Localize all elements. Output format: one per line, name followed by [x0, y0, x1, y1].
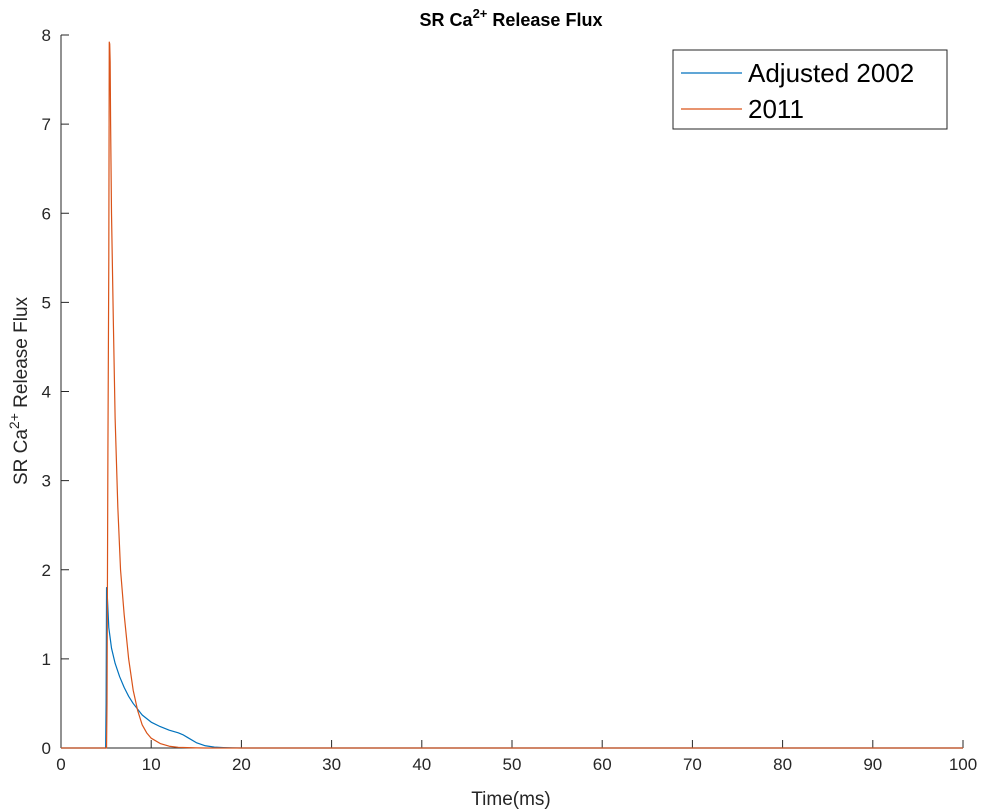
y-tick-label: 2 [42, 561, 51, 580]
x-tick-labels: 0 10 20 30 40 50 60 70 80 90 100 [56, 755, 977, 774]
chart-title-prefix: SR Ca [420, 10, 474, 30]
x-tick-label: 100 [949, 755, 977, 774]
x-tick-label: 40 [412, 755, 431, 774]
x-tick-label: 80 [773, 755, 792, 774]
legend-box [672, 49, 948, 130]
x-axis-label: Time(ms) [471, 789, 551, 810]
y-tick-labels: 0 1 2 3 4 5 6 7 8 [42, 26, 51, 758]
y-tick-label: 4 [42, 383, 51, 402]
y-tick-label: 5 [42, 293, 51, 312]
series-line-2011 [61, 41, 963, 749]
x-tick-label: 60 [593, 755, 612, 774]
x-tick-label: 50 [503, 755, 522, 774]
y-axis-label-suffix: Release Flux [11, 296, 32, 413]
y-axis-label-sup: 2+ [6, 413, 22, 429]
y-axis-label-prefix: SR Ca [11, 429, 32, 485]
legend-label-adjusted-2002: Adjusted 2002 [748, 58, 914, 88]
series-group [61, 41, 963, 749]
x-tick-label: 0 [56, 755, 65, 774]
chart-title: SR Ca2+ Release Flux [420, 6, 603, 30]
plot-axes [60, 34, 964, 749]
y-tick-label: 8 [42, 26, 51, 45]
x-tick-label: 30 [322, 755, 341, 774]
y-axis-label: SR Ca2+ Release Flux [6, 296, 32, 485]
x-tick-label: 90 [863, 755, 882, 774]
y-tick-label: 0 [42, 739, 51, 758]
y-tick-label: 7 [42, 115, 51, 134]
legend: Adjusted 2002 2011 [672, 49, 948, 130]
legend-label-2011: 2011 [748, 94, 804, 124]
y-tick-label: 6 [42, 204, 51, 223]
chart-title-suffix: Release Flux [487, 10, 602, 30]
x-tick-label: 10 [142, 755, 161, 774]
x-tick-label: 70 [683, 755, 702, 774]
y-tick-label: 3 [42, 472, 51, 491]
chart-title-sup: 2+ [473, 6, 488, 21]
series-line-adjusted-2002 [61, 586, 963, 749]
y-tick-label: 1 [42, 650, 51, 669]
x-tick-label: 20 [232, 755, 251, 774]
